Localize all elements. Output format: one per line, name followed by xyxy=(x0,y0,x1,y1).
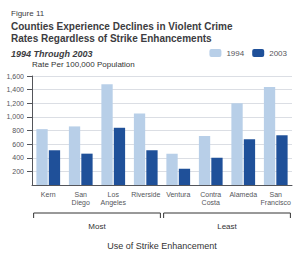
svg-text:Francisco: Francisco xyxy=(261,199,291,206)
svg-text:Least: Least xyxy=(217,222,237,231)
svg-text:600: 600 xyxy=(12,141,24,148)
svg-text:1994 Through 2003: 1994 Through 2003 xyxy=(11,49,93,59)
svg-text:San: San xyxy=(75,191,88,198)
svg-text:1,000: 1,000 xyxy=(6,113,24,120)
svg-text:1,600: 1,600 xyxy=(6,73,24,80)
svg-text:Contra: Contra xyxy=(200,191,221,198)
svg-text:Alameda: Alameda xyxy=(229,191,257,198)
svg-text:Use of Strike Enhancement: Use of Strike Enhancement xyxy=(107,241,217,251)
svg-text:1,400: 1,400 xyxy=(6,86,24,93)
svg-text:Figure 11: Figure 11 xyxy=(11,9,45,18)
svg-text:San: San xyxy=(270,191,283,198)
svg-text:Rates Regardless of Strike Enh: Rates Regardless of Strike Enhancements xyxy=(11,33,212,44)
svg-text:Kern: Kern xyxy=(41,191,56,198)
svg-text:Costa: Costa xyxy=(202,199,220,206)
svg-text:800: 800 xyxy=(12,127,24,134)
svg-text:1994: 1994 xyxy=(226,49,244,58)
svg-text:Riverside: Riverside xyxy=(131,191,160,198)
svg-text:Ventura: Ventura xyxy=(166,191,190,198)
svg-text:Angeles: Angeles xyxy=(101,199,127,207)
svg-text:Rate Per 100,000 Population: Rate Per 100,000 Population xyxy=(32,60,135,69)
svg-text:Counties Experience Declines i: Counties Experience Declines in Violent … xyxy=(11,21,233,32)
svg-text:Most: Most xyxy=(88,222,106,231)
svg-text:2003: 2003 xyxy=(269,49,287,58)
svg-text:Los: Los xyxy=(108,191,120,198)
svg-text:400: 400 xyxy=(12,154,24,161)
svg-text:Diego: Diego xyxy=(72,199,90,207)
svg-text:1,200: 1,200 xyxy=(6,100,24,107)
svg-text:200: 200 xyxy=(12,168,24,175)
